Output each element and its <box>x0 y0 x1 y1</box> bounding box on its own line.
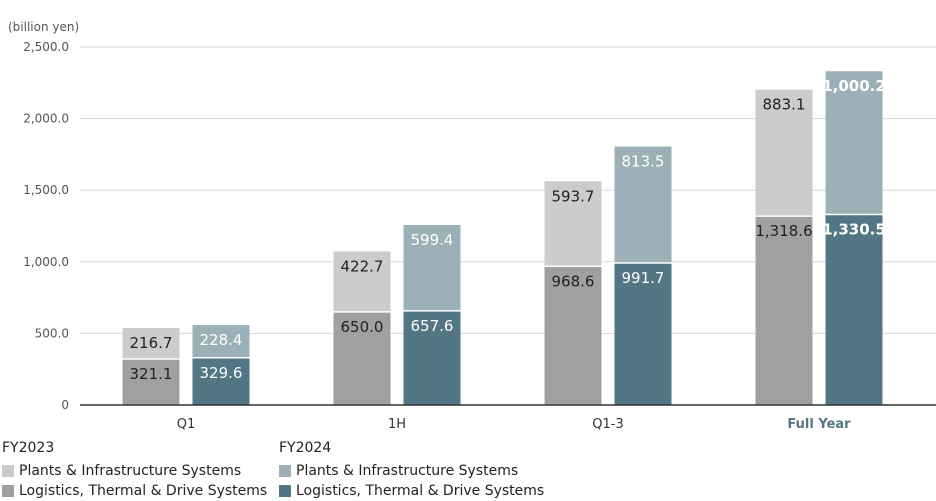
bar-segment <box>403 224 461 311</box>
bar-value-label: 422.7 <box>341 257 384 275</box>
x-category-label: Q1-3 <box>592 417 623 432</box>
bar-value-label: 883.1 <box>763 96 806 114</box>
y-tick-label: 500.0 <box>35 326 69 340</box>
bar-segment <box>755 216 813 405</box>
bar-segment <box>122 359 180 405</box>
bar-segment <box>122 327 180 360</box>
y-tick-label: 1,000.0 <box>23 255 69 269</box>
legend-fy2023-title: FY2023 <box>2 440 55 456</box>
legend-swatch <box>279 465 291 477</box>
y-tick-label: 0 <box>61 398 69 412</box>
legend-label: Plants & Infrastructure Systems <box>19 463 242 479</box>
bar-segment <box>825 71 883 215</box>
y-tick-label: 1,500.0 <box>23 183 69 197</box>
legend-fy2024-plants: Plants & Infrastructure Systems <box>279 461 544 481</box>
stacked-bar-chart: 0 500.0 1,000.0 1,500.0 2,000.0 2,500.0 321.1 2… <box>23 40 936 432</box>
legend-fy2024-title: FY2024 <box>279 440 332 456</box>
bar-segment <box>403 310 461 405</box>
legend-label: Logistics, Thermal & Drive Systems <box>19 483 268 499</box>
bar-segment <box>825 214 883 405</box>
legend-swatch <box>2 465 14 477</box>
y-tick-label: 2,500.0 <box>23 40 69 54</box>
legend-label: Plants & Infrastructure Systems <box>296 463 519 479</box>
bar-segment <box>544 266 602 405</box>
legend-label: Logistics, Thermal & Drive Systems <box>296 483 545 499</box>
bar-value-label: 813.5 <box>622 152 665 170</box>
bar-segment <box>333 311 391 405</box>
bar-value-label: 1,330.5 <box>822 220 886 238</box>
y-tick-label: 2,000.0 <box>23 112 69 126</box>
bar-segment <box>614 146 672 263</box>
bar-value-label: 329.6 <box>200 364 243 382</box>
bar-value-label: 1,318.6 <box>755 222 812 240</box>
bar-value-label: 321.1 <box>130 365 173 383</box>
bar-segment <box>192 357 250 405</box>
bar-value-label: 968.6 <box>552 272 595 290</box>
x-category-label: 1H <box>388 417 406 432</box>
bar-segment <box>333 251 391 312</box>
bar-value-label: 1,000.2 <box>822 77 886 95</box>
legend-swatch <box>279 485 291 497</box>
bar-value-label: 991.7 <box>622 269 665 287</box>
legend-fy2023-logistics: Logistics, Thermal & Drive Systems <box>2 481 267 501</box>
bar-value-label: 228.4 <box>200 331 243 349</box>
bar-value-label: 650.0 <box>341 318 384 336</box>
bar-segment <box>614 262 672 405</box>
bar-value-label: 657.6 <box>411 317 454 335</box>
x-category-label: Q1 <box>177 417 196 432</box>
legend-fy2023-plants: Plants & Infrastructure Systems <box>2 461 267 481</box>
bar-value-label: 593.7 <box>552 187 595 205</box>
legend-fy2023: FY2023 Plants & Infrastructure Systems L… <box>2 440 267 501</box>
legend-fy2024: FY2024 Plants & Infrastructure Systems L… <box>279 440 544 501</box>
bar-value-label: 216.7 <box>130 334 173 352</box>
bar-segment <box>192 325 250 358</box>
y-axis-unit-label: (billion yen) <box>8 20 80 34</box>
legend-swatch <box>2 485 14 497</box>
bar-segment <box>755 89 813 217</box>
legend-fy2024-logistics: Logistics, Thermal & Drive Systems <box>279 481 544 501</box>
bar-segment <box>544 181 602 267</box>
bar-value-label: 599.4 <box>411 231 454 249</box>
x-category-label: Full Year <box>787 417 851 432</box>
